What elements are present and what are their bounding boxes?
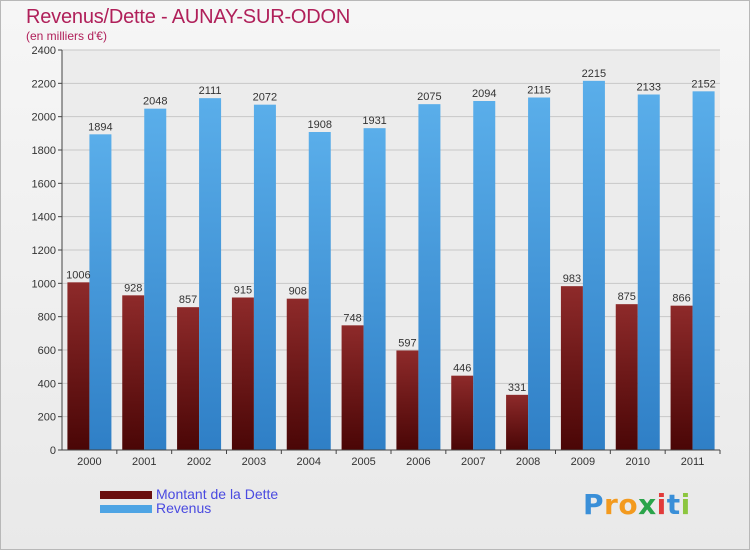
- bar-debt: [615, 304, 638, 450]
- bar-revenue: [308, 132, 331, 450]
- bar-revenue: [582, 80, 605, 450]
- legend-label-debt: Montant de la Dette: [156, 486, 279, 502]
- bar-revenue: [144, 108, 167, 451]
- value-label-debt: 857: [179, 294, 197, 306]
- value-label-revenue: 1931: [362, 115, 386, 127]
- value-label-debt: 875: [618, 291, 636, 303]
- x-tick-label: 2001: [132, 456, 156, 468]
- value-label-revenue: 2111: [199, 85, 222, 97]
- legend-swatch-revenue: [100, 505, 152, 513]
- grid-lines: [62, 49, 720, 451]
- y-tick-label: 800: [38, 312, 56, 324]
- logo-letter: t: [666, 488, 681, 521]
- bar-revenue: [199, 98, 222, 451]
- value-label-debt: 915: [234, 285, 252, 297]
- x-tick-label: 2003: [242, 456, 266, 468]
- bar-revenue: [253, 104, 276, 451]
- y-tick-label: 400: [38, 378, 56, 390]
- bar-revenue: [363, 128, 386, 450]
- value-label-revenue: 2133: [637, 82, 661, 94]
- value-label-revenue: 1894: [88, 121, 112, 133]
- chart-subtitle: (en milliers d'€): [26, 29, 107, 43]
- bars: [67, 80, 715, 451]
- bar-revenue: [418, 104, 441, 451]
- y-tick-label: 1400: [32, 212, 56, 224]
- bar-debt: [286, 298, 309, 450]
- bar-debt: [506, 394, 529, 450]
- bar-revenue: [473, 101, 496, 450]
- value-label-revenue: 2072: [253, 92, 277, 104]
- value-label-debt: 446: [453, 363, 471, 375]
- y-tick-label: 0: [50, 445, 56, 457]
- value-label-revenue: 2048: [143, 96, 167, 108]
- bar-revenue: [692, 91, 715, 450]
- value-label-debt: 983: [563, 273, 581, 285]
- bar-debt: [560, 286, 583, 450]
- x-tick-label: 2000: [77, 456, 101, 468]
- y-tick-label: 1000: [32, 278, 56, 290]
- x-tick-label: 2010: [626, 456, 650, 468]
- axes: 0 200 400 600 800 1000 1200 1400 1600 1800 2000 220…: [32, 45, 721, 468]
- bar-debt: [396, 350, 419, 450]
- value-labels: 1006 1894 928 2048 857 2111 915 2072 908 1908 748 1…: [66, 68, 716, 394]
- bar-debt: [341, 325, 364, 450]
- value-label-revenue: 2094: [472, 88, 496, 100]
- x-tick-label: 2009: [571, 456, 595, 468]
- value-label-debt: 748: [343, 312, 361, 324]
- bar-debt: [231, 297, 254, 450]
- logo-letter: o: [618, 488, 639, 521]
- x-tick-label: 2002: [187, 456, 211, 468]
- logo-letter: P: [583, 488, 605, 521]
- bar-debt: [177, 307, 200, 450]
- legend-label-revenue: Revenus: [156, 500, 212, 516]
- value-label-debt: 1006: [66, 269, 90, 281]
- logo-letter: r: [604, 488, 619, 521]
- logo-letter: x: [638, 488, 657, 521]
- y-tick-label: 200: [38, 412, 56, 424]
- x-tick-label: 2008: [516, 456, 540, 468]
- value-label-revenue: 2215: [582, 68, 606, 80]
- bar-debt: [670, 305, 693, 450]
- value-label-debt: 928: [124, 282, 142, 294]
- chart-title: Revenus/Dette - AUNAY-SUR-ODON: [26, 6, 351, 28]
- logo-letter: i: [656, 488, 667, 521]
- value-label-debt: 866: [672, 293, 690, 305]
- bar-revenue: [89, 134, 112, 451]
- x-tick-label: 2011: [681, 456, 705, 468]
- x-tick-label: 2004: [297, 456, 321, 468]
- x-tick-label: 2005: [351, 456, 375, 468]
- proxiti-logo: Proxiti: [583, 488, 691, 521]
- value-label-revenue: 2075: [417, 91, 441, 103]
- value-label-debt: 908: [289, 286, 307, 298]
- bar-revenue: [637, 94, 660, 450]
- y-tick-label: 2000: [32, 112, 56, 124]
- value-label-debt: 331: [508, 382, 526, 394]
- bar-revenue: [528, 97, 551, 450]
- bar-debt: [122, 295, 145, 450]
- y-tick-label: 2400: [32, 45, 56, 57]
- x-tick-label: 2006: [406, 456, 430, 468]
- y-tick-label: 1600: [32, 178, 56, 190]
- x-tick-label: 2007: [461, 456, 485, 468]
- y-tick-label: 1800: [32, 145, 56, 157]
- value-label-debt: 597: [398, 338, 416, 350]
- value-label-revenue: 2115: [527, 85, 551, 97]
- value-label-revenue: 2152: [691, 78, 715, 90]
- value-label-revenue: 1908: [308, 119, 332, 131]
- legend-swatch-debt: [100, 491, 152, 499]
- y-tick-label: 600: [38, 345, 56, 357]
- bar-debt: [451, 375, 474, 450]
- y-tick-label: 1200: [32, 245, 56, 257]
- logo-letter: i: [680, 488, 691, 521]
- bar-debt: [67, 282, 90, 450]
- y-tick-label: 2200: [32, 78, 56, 90]
